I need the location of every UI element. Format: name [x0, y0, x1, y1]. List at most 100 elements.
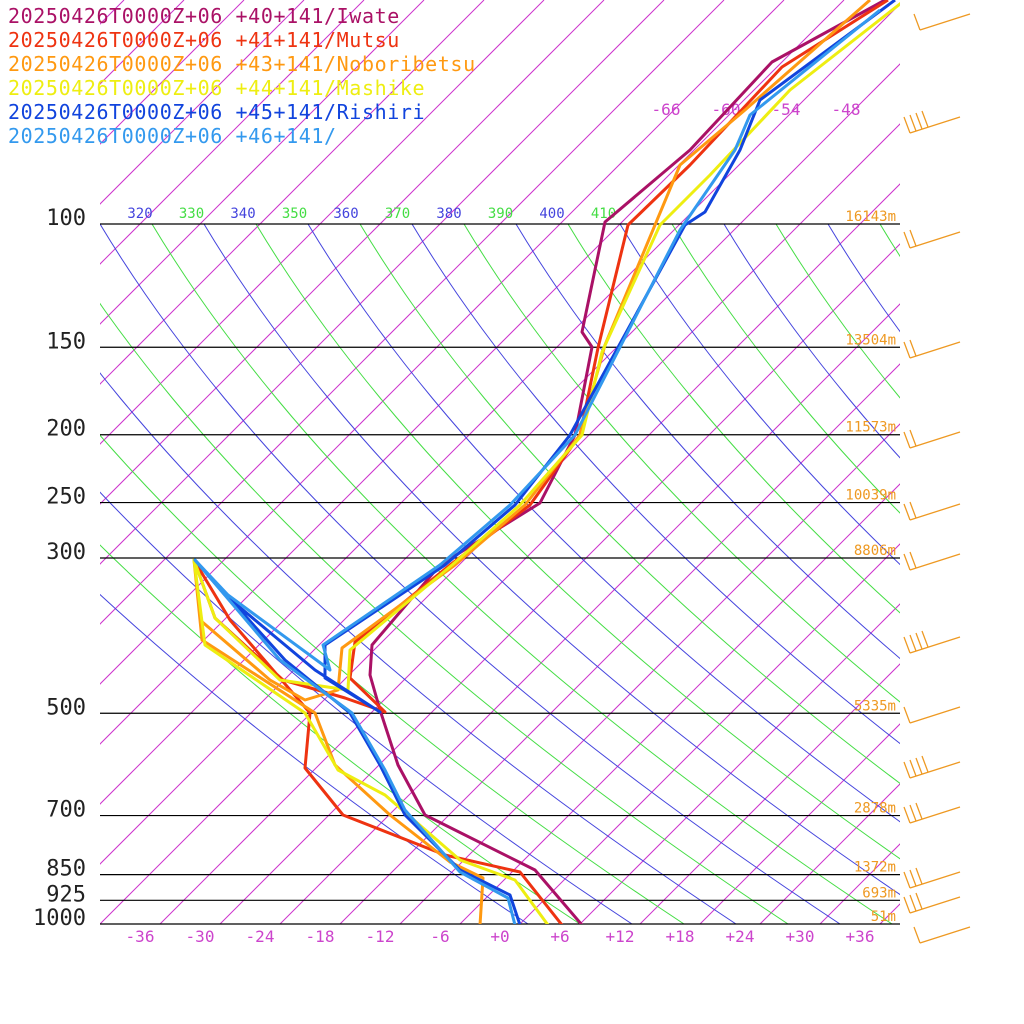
wind-barb [903, 755, 961, 779]
wind-barb [903, 229, 961, 249]
pressure-label-500: 500 [46, 695, 86, 720]
isobar-lines [100, 223, 900, 925]
theta-label-330: 330 [179, 206, 204, 222]
theta-label-390: 390 [488, 206, 513, 222]
series-line-4 [193, 0, 896, 924]
pressure-label-925: 925 [46, 882, 86, 907]
top-temp-label: -66 [652, 100, 681, 119]
pressure-label-150: 150 [46, 329, 86, 354]
isotherm-line [100, 0, 485, 385]
isotherm-line [100, 0, 305, 205]
top-temp-label: -48 [832, 100, 861, 119]
isotherm-line [459, 483, 900, 924]
pressure-label-700: 700 [46, 798, 86, 823]
isotherm-line [399, 423, 900, 924]
isotherm-line [100, 0, 665, 565]
height-label-925: 693m [862, 885, 896, 901]
legend-entry-noboribetsu: 20250426T0000Z+06 +43+141/Noboribetsu [8, 52, 476, 76]
isotherm-line [339, 363, 900, 924]
isotherm-line [940, 0, 1024, 924]
adiabat-curve [359, 224, 900, 785]
wind-barb [913, 13, 971, 31]
height-label-1000: 51m [871, 909, 896, 925]
pressure-label-1000: 1000 [33, 906, 86, 931]
wind-barb [903, 706, 961, 724]
x-tick-label--24: -24 [246, 927, 275, 946]
height-label-850: 1372m [854, 860, 896, 876]
series-line-5 [193, 8, 881, 924]
isotherm-line [100, 0, 785, 685]
adiabat-curve [932, 224, 1024, 924]
adiabat-curve [619, 224, 900, 566]
x-tick-label-+24: +24 [726, 927, 755, 946]
isotherm-line [100, 3, 900, 805]
isotherm-line [100, 0, 545, 445]
wind-barbs [903, 13, 971, 944]
series-line-3 [192, 2, 900, 924]
x-tick-label--36: -36 [126, 927, 155, 946]
pressure-label-300: 300 [46, 540, 86, 565]
pressure-label-250: 250 [46, 485, 86, 510]
theta-label-350: 350 [282, 206, 307, 222]
x-tick-label--18: -18 [306, 927, 335, 946]
wind-barb [903, 339, 961, 359]
isotherm-line [1000, 0, 1024, 924]
adiabat-curve [100, 302, 789, 924]
adiabat-curve [515, 224, 900, 660]
isotherm-line [100, 0, 365, 265]
theta-labels: 320 330 340 350 360 370 380 390 400 410 [127, 206, 616, 222]
adiabat-curve [671, 224, 900, 514]
wind-barb [903, 802, 961, 824]
adiabat-curve [151, 224, 893, 924]
isotherm-line [699, 723, 900, 924]
legend: 20250426T0000Z+06 +40+141/Iwate 20250426… [8, 4, 476, 148]
wind-barb [903, 867, 961, 889]
wind-barb [913, 926, 971, 944]
isotherm-line [219, 243, 900, 924]
sounding-series [192, 0, 900, 924]
adiabat-curve [567, 224, 900, 614]
theta-label-360: 360 [333, 206, 358, 222]
wind-barb [903, 110, 961, 134]
height-label-250: 10039m [845, 488, 896, 504]
theta-label-340: 340 [230, 206, 255, 222]
isotherm-line [639, 663, 900, 924]
isotherm-line [100, 63, 900, 865]
isotherm-line [159, 183, 900, 924]
wind-barb [903, 630, 961, 654]
adiabat-curve [255, 224, 900, 860]
adiabat-curve [100, 491, 633, 924]
adiabat-curve [100, 372, 737, 924]
isotherm-line [100, 0, 605, 505]
pressure-label-100: 100 [46, 206, 86, 231]
isotherm-line [100, 0, 845, 745]
isotherm-lines [0, 0, 1024, 924]
top-temp-label: -54 [772, 100, 801, 119]
isotherm-line [879, 903, 900, 924]
theta-label-400: 400 [539, 206, 564, 222]
pressure-label-200: 200 [46, 417, 86, 442]
legend-entry-mashike: 20250426T0000Z+06 +44+141/Mashike [8, 76, 426, 100]
height-label-300: 8806m [854, 543, 896, 559]
x-tick-label--30: -30 [186, 927, 215, 946]
height-labels: 16143m 13504m 11573m 10039m 8806m 5335m 2878m 1… [845, 209, 896, 925]
isotherm-line [100, 0, 425, 325]
temperature-axis-ticks: -36 -30 -24 -18 -12 -6 +0 +6 +12 +18 +24 +30 +36 [126, 927, 875, 946]
isotherm-line [519, 543, 900, 924]
legend-entry-rishiri: 20250426T0000Z+06 +45+141/Rishiri [8, 100, 426, 124]
adiabat-curve [463, 224, 900, 703]
isotherm-line [0, 0, 4, 924]
isotherm-line [279, 303, 900, 924]
adiabat-curve [984, 224, 1024, 924]
wind-barb [903, 892, 961, 914]
height-label-150: 13504m [845, 332, 896, 348]
theta-label-370: 370 [385, 206, 410, 222]
adiabat-curve [879, 224, 900, 258]
legend-entry-iwate: 20250426T0000Z+06 +40+141/Iwate [8, 4, 400, 28]
isotherm-line [100, 0, 725, 625]
legend-entry-46: 20250426T0000Z+06 +46+141/ [8, 124, 337, 148]
height-label-500: 5335m [854, 698, 896, 714]
x-tick-label-+30: +30 [786, 927, 815, 946]
height-label-200: 11573m [845, 420, 896, 436]
